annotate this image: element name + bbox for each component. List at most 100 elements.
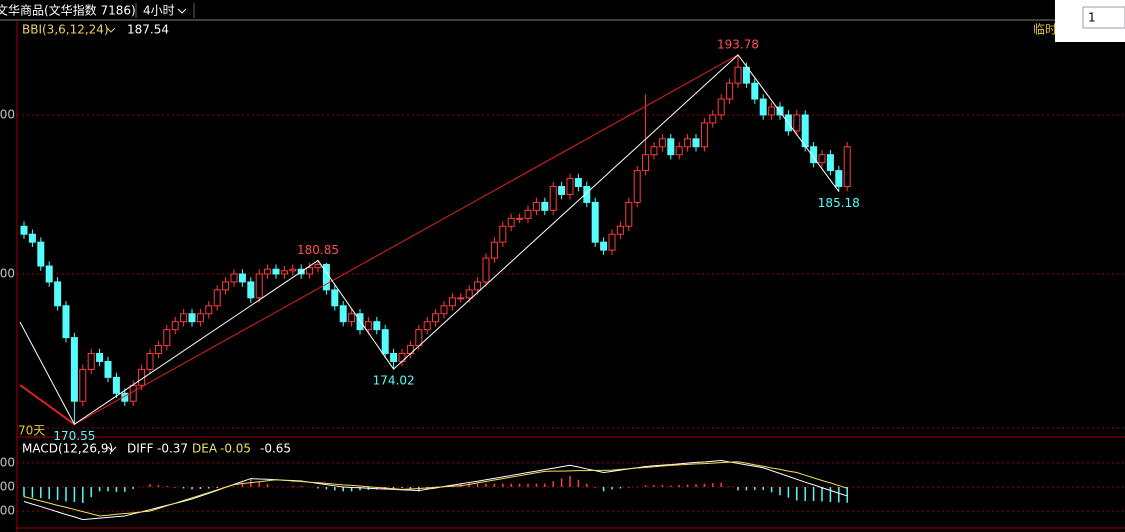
candle-body	[440, 305, 448, 315]
candle-body	[121, 392, 129, 402]
candle-body	[625, 201, 633, 227]
extreme-label: 170.55	[53, 429, 95, 443]
y-tick-label: 180.00	[0, 266, 15, 280]
macd-title: MACD(12,26,9)	[22, 442, 113, 456]
candle-body	[482, 257, 490, 283]
candle-body	[171, 321, 179, 331]
candle-body	[289, 268, 297, 272]
candle-body	[835, 170, 843, 188]
trend-line	[74, 54, 739, 425]
candle-body	[415, 329, 423, 347]
candle-body	[348, 313, 356, 323]
dea-value: -0.05	[220, 442, 251, 456]
candle-body	[180, 313, 188, 323]
candle-body	[205, 305, 213, 315]
candle-body	[188, 313, 196, 323]
candle-body	[230, 273, 238, 283]
candle-body	[238, 273, 246, 283]
candle-body	[322, 263, 330, 291]
period-selector[interactable]: 4小时	[143, 4, 175, 18]
y-tick-label: 0.00	[0, 480, 15, 494]
candle-body	[356, 313, 364, 331]
candle-body	[843, 146, 851, 188]
input-value[interactable]: 1	[1088, 11, 1096, 25]
candle-body	[70, 337, 78, 402]
candle-body	[600, 241, 608, 251]
candle-body	[45, 265, 53, 283]
candle-body	[524, 209, 532, 219]
candle-body	[247, 281, 255, 299]
candle-body	[146, 353, 154, 370]
period-note: 70天	[18, 424, 45, 438]
candle-body	[768, 106, 776, 116]
extreme-label: 180.85	[297, 243, 339, 257]
side-label: 临时	[1033, 23, 1057, 37]
macd-line	[23, 461, 848, 517]
candle-body	[457, 297, 465, 300]
candle-body	[196, 313, 204, 323]
candle-body	[583, 186, 591, 203]
candle-body	[465, 289, 473, 299]
candle-body	[709, 114, 717, 124]
dropdown-arrow[interactable]	[177, 8, 187, 14]
indicator-name: BBI(3,6,12,24)	[22, 23, 109, 37]
candle-body	[566, 178, 574, 195]
candle-body	[398, 353, 406, 362]
candle-body	[726, 82, 734, 100]
y-tick-label: -1.00	[0, 504, 15, 518]
candle-body	[667, 138, 675, 156]
candle-body	[700, 122, 708, 148]
candle-body	[54, 281, 62, 307]
candle-body	[826, 154, 834, 172]
dropdown-arrow[interactable]	[106, 27, 116, 33]
candle-body	[574, 178, 582, 188]
candle-body	[549, 186, 557, 211]
input-box[interactable]	[1082, 6, 1125, 29]
candle-body	[448, 297, 456, 307]
instrument-title[interactable]: 文华商品(文华指数 7186)	[0, 3, 136, 18]
candle-body	[516, 217, 524, 220]
candle-body	[801, 114, 809, 148]
candle-body	[79, 368, 87, 402]
candle-body	[255, 273, 263, 299]
candle-body	[272, 268, 280, 275]
extreme-label: 185.18	[818, 196, 860, 210]
candle-body	[608, 233, 616, 251]
candle-body	[734, 66, 742, 84]
candle-body	[776, 106, 784, 116]
candle-body	[112, 376, 120, 394]
macd-value: -0.65	[260, 442, 291, 456]
candle-body	[675, 146, 683, 156]
y-tick-label: 1.00	[0, 455, 15, 469]
indicator-value: 187.54	[127, 23, 169, 37]
candle-body	[692, 138, 700, 148]
candle-body	[390, 353, 398, 362]
candle-body	[759, 98, 767, 116]
candle-body	[432, 313, 440, 323]
candle-body	[20, 225, 28, 235]
candle-body	[423, 321, 431, 331]
candle-body	[373, 321, 381, 331]
candle-body	[163, 329, 171, 347]
candle-body	[684, 138, 692, 148]
dropdown-arrow[interactable]	[107, 446, 117, 452]
candle-body	[591, 201, 599, 243]
dea-name: DEA	[192, 442, 218, 456]
candle-body	[306, 267, 314, 275]
candle-body	[87, 353, 95, 370]
candle-body	[742, 66, 750, 84]
candle-body	[490, 241, 498, 259]
candle-body	[339, 305, 347, 323]
candle-body	[381, 329, 389, 355]
candle-body	[213, 289, 221, 307]
candle-body	[499, 225, 507, 243]
candle-body	[616, 225, 624, 235]
extreme-label: 193.78	[717, 37, 759, 51]
candle-body	[331, 289, 339, 307]
candle-body	[280, 270, 288, 275]
y-tick-label: 190.00	[0, 107, 15, 121]
extreme-label: 174.02	[373, 374, 415, 388]
macd-line	[23, 459, 848, 521]
